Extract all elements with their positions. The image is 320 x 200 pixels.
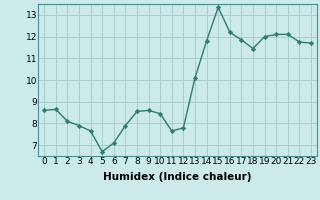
X-axis label: Humidex (Indice chaleur): Humidex (Indice chaleur) [103, 172, 252, 182]
